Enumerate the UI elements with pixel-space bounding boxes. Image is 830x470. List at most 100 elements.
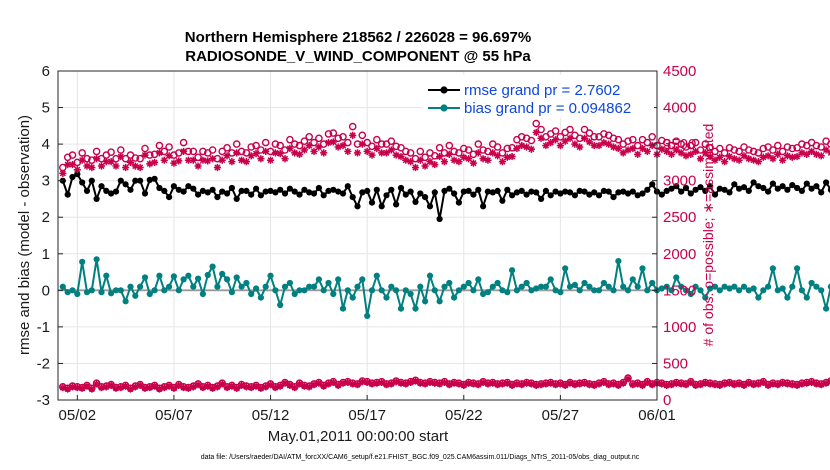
point-assimilated-upper [634, 150, 642, 158]
point-assimilated-upper [571, 140, 579, 148]
point-assimilated-lower [682, 381, 690, 389]
point-bias [253, 285, 260, 292]
point-rmse [195, 191, 202, 198]
point-rmse [320, 192, 327, 199]
point-bias [595, 287, 603, 294]
point-assimilated-lower [711, 381, 719, 389]
point-possible-upper [648, 132, 657, 141]
point-possible-upper [324, 130, 333, 138]
point-assimilated-lower [508, 381, 516, 389]
point-bias [784, 294, 791, 301]
point-bias [320, 287, 327, 294]
point-bias [93, 256, 100, 263]
point-assimilated-upper [122, 163, 130, 172]
point-assimilated-upper [233, 149, 241, 157]
point-possible-upper [179, 138, 188, 147]
point-assimilated-lower [146, 383, 154, 392]
point-assimilated-upper [455, 158, 463, 166]
point-bias [393, 287, 400, 294]
point-bias [586, 283, 593, 290]
point-rmse [291, 188, 298, 195]
point-bias [470, 287, 477, 294]
point-bias [117, 287, 124, 294]
point-bias [248, 290, 255, 298]
point-assimilated-lower [223, 383, 231, 392]
right-tick-label: 0 [663, 392, 671, 409]
point-assimilated-lower [556, 380, 564, 388]
point-assimilated-lower [155, 385, 164, 393]
point-possible-upper [455, 149, 463, 157]
point-rmse [504, 186, 511, 193]
point-assimilated-upper [175, 157, 183, 165]
point-rmse [233, 195, 240, 202]
point-assimilated-lower [484, 380, 492, 388]
point-assimilated-upper [580, 134, 589, 142]
point-assimilated-upper [295, 150, 304, 158]
point-rmse [586, 191, 593, 198]
point-assimilated-upper [590, 141, 598, 150]
point-bias [83, 289, 91, 296]
point-assimilated-lower [431, 379, 439, 387]
point-assimilated-upper [493, 152, 502, 160]
point-assimilated-upper [291, 149, 299, 157]
point-assimilated-lower [344, 378, 352, 387]
point-possible-upper [493, 143, 502, 151]
point-rmse [760, 184, 767, 192]
point-assimilated-upper [228, 158, 236, 166]
point-assimilated-lower [218, 380, 226, 388]
point-assimilated-upper [141, 151, 149, 159]
point-possible-upper [165, 143, 173, 151]
point-possible-upper [372, 135, 381, 144]
point-assimilated-lower [242, 383, 250, 391]
point-rmse [697, 184, 704, 191]
point-possible-upper [643, 138, 652, 147]
point-rmse [209, 186, 216, 193]
point-assimilated-upper [281, 155, 289, 163]
point-assimilated-lower [136, 381, 144, 389]
point-possible-upper [624, 137, 632, 145]
point-assimilated-lower [402, 380, 410, 388]
point-possible-upper [310, 138, 318, 147]
point-bias [310, 283, 318, 290]
point-rmse [446, 185, 453, 192]
point-assimilated-lower [692, 381, 700, 389]
point-assimilated-upper [822, 146, 830, 154]
point-assimilated-lower [518, 381, 526, 389]
point-assimilated-upper [696, 155, 705, 163]
point-bias [736, 287, 743, 294]
point-possible-upper [218, 147, 226, 156]
point-assimilated-upper [334, 143, 342, 151]
point-rmse [393, 201, 400, 208]
point-assimilated-lower [233, 384, 241, 392]
point-possible-upper [334, 134, 343, 143]
point-possible-upper [633, 141, 642, 150]
point-assimilated-lower [455, 380, 463, 388]
point-assimilated-upper [667, 150, 676, 158]
point-rmse [426, 203, 434, 210]
point-possible-upper [479, 146, 487, 154]
point-assimilated-lower [73, 383, 81, 392]
legend-bias-label: bias grand pr = 0.094862 [464, 100, 631, 117]
point-assimilated-lower [358, 378, 366, 386]
point-assimilated-lower [257, 384, 265, 392]
point-bias [518, 283, 525, 290]
point-assimilated-lower [305, 383, 313, 391]
point-rmse [296, 191, 303, 198]
point-assimilated-lower [315, 379, 323, 387]
point-bias [301, 287, 308, 294]
point-assimilated-lower [378, 378, 386, 387]
point-assimilated-upper [88, 163, 96, 172]
point-assimilated-upper [378, 149, 386, 157]
point-bias [528, 287, 535, 294]
point-assimilated-upper [803, 150, 811, 158]
point-assimilated-upper [725, 152, 734, 161]
point-rmse [470, 191, 477, 198]
point-bias [199, 290, 206, 298]
point-possible-upper [247, 143, 255, 151]
point-assimilated-upper [416, 156, 424, 164]
point-assimilated-upper [339, 141, 347, 150]
left-tick-label: 4 [42, 136, 50, 153]
point-assimilated-upper [532, 128, 540, 137]
point-rmse [533, 189, 540, 196]
x-tick-label: 05/22 [445, 407, 483, 424]
